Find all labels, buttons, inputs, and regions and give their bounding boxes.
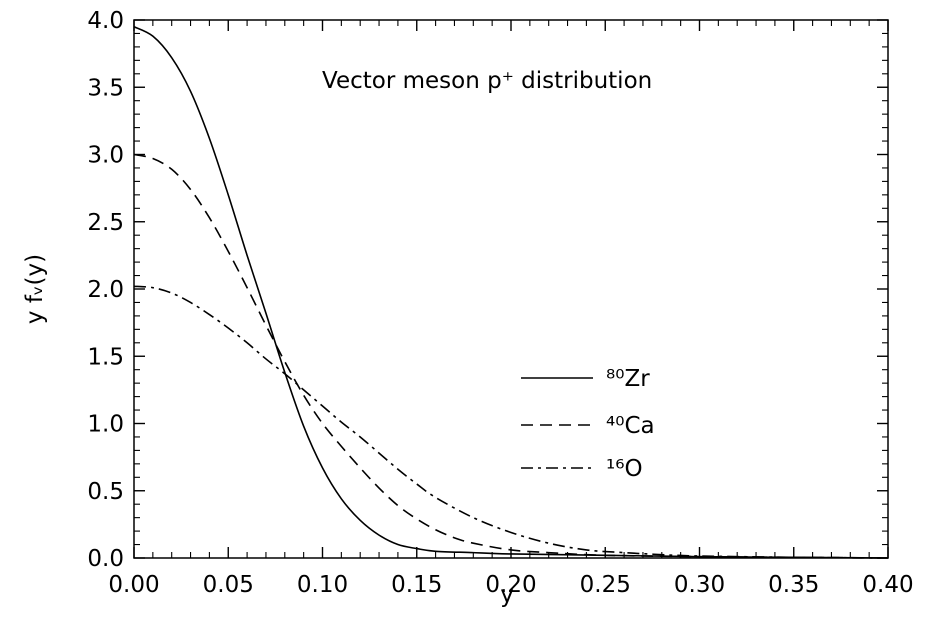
series-layer — [133, 26, 889, 559]
plot-frame — [133, 19, 889, 559]
series-line-ca — [133, 153, 889, 559]
tick-labels-layer: 0.00 0.05 0.10 0.15 0.20 0.25 0.30 0.35 0.40 0.0 0… — [87, 8, 913, 598]
x-tick-label: 0.15 — [391, 572, 442, 598]
x-tick-label: 0.25 — [580, 572, 631, 598]
y-axis-label: y fᵥ(y) — [22, 254, 48, 324]
series-line-o — [133, 285, 889, 559]
x-tick-label: 0.30 — [674, 572, 725, 598]
legend-label-ca: ⁴⁰Ca — [606, 413, 655, 439]
chart-title: Vector meson p⁺ distribution — [322, 68, 652, 94]
x-tick-label: 0.20 — [485, 572, 536, 598]
y-tick-label: 1.5 — [87, 344, 124, 370]
y-tick-label: 4.0 — [87, 8, 124, 34]
x-tick-label: 0.35 — [768, 572, 819, 598]
x-tick-label: 0.10 — [297, 572, 348, 598]
legend-label-o: ¹⁶O — [606, 456, 643, 482]
y-tick-label: 0.5 — [87, 479, 124, 505]
y-tick-label: 1.0 — [87, 412, 124, 438]
y-tick-label: 2.0 — [87, 277, 124, 303]
x-tick-label: 0.40 — [862, 572, 913, 598]
y-tick-label: 0.0 — [87, 546, 124, 572]
x-tick-label: 0.05 — [203, 572, 254, 598]
y-tick-label: 3.5 — [87, 75, 124, 101]
x-axis-label: y — [500, 582, 514, 608]
x-tick-label: 0.00 — [108, 572, 159, 598]
y-tick-label: 2.5 — [87, 210, 124, 236]
legend: ⁸⁰Zr ⁴⁰Ca ¹⁶O — [521, 366, 655, 482]
y-tick-label: 3.0 — [87, 143, 124, 169]
ticks-layer — [133, 19, 889, 559]
series-line-zr — [133, 26, 889, 559]
legend-label-zr: ⁸⁰Zr — [606, 366, 650, 392]
